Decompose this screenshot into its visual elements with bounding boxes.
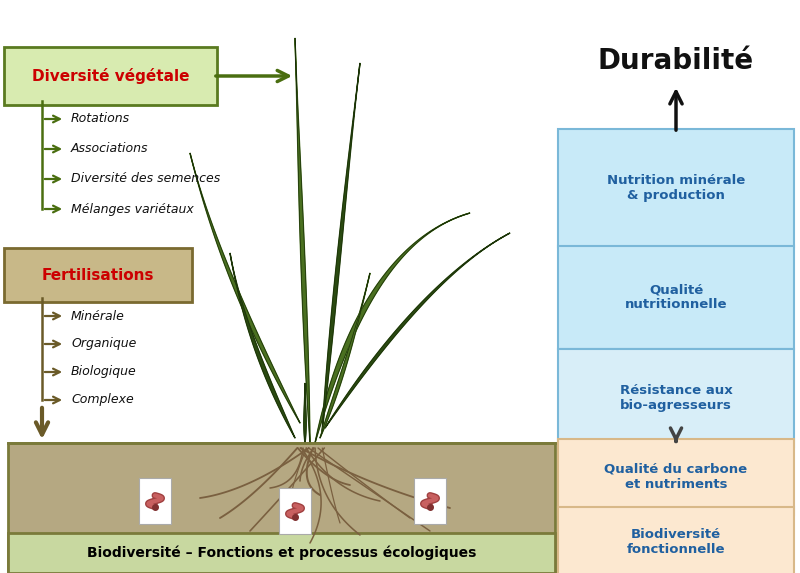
Text: Complexe: Complexe bbox=[71, 394, 134, 406]
Text: Organique: Organique bbox=[71, 337, 136, 351]
FancyBboxPatch shape bbox=[414, 478, 446, 524]
Polygon shape bbox=[190, 153, 300, 423]
Text: Qualité
nutritionnelle: Qualité nutritionnelle bbox=[625, 284, 727, 312]
Text: Associations: Associations bbox=[71, 143, 149, 155]
FancyBboxPatch shape bbox=[558, 129, 794, 247]
Text: Diversité des semences: Diversité des semences bbox=[71, 172, 220, 186]
Text: Biodiversité – Fonctions et processus écologiques: Biodiversité – Fonctions et processus éc… bbox=[87, 545, 476, 560]
Text: Nutrition minérale
& production: Nutrition minérale & production bbox=[607, 174, 745, 202]
Text: Résistance aux
bio-agresseurs: Résistance aux bio-agresseurs bbox=[620, 384, 732, 412]
Polygon shape bbox=[325, 233, 510, 428]
Text: Minérale: Minérale bbox=[71, 309, 125, 323]
FancyBboxPatch shape bbox=[279, 488, 311, 534]
FancyBboxPatch shape bbox=[4, 248, 192, 302]
FancyBboxPatch shape bbox=[4, 47, 217, 105]
FancyBboxPatch shape bbox=[8, 533, 555, 573]
FancyBboxPatch shape bbox=[139, 478, 171, 524]
Text: Durabilité: Durabilité bbox=[598, 47, 754, 75]
FancyBboxPatch shape bbox=[8, 443, 555, 573]
Text: Rotations: Rotations bbox=[71, 112, 130, 125]
Text: Fertilisations: Fertilisations bbox=[42, 268, 154, 282]
FancyBboxPatch shape bbox=[558, 507, 794, 573]
Polygon shape bbox=[315, 213, 470, 443]
Text: Qualité du carbone
et nutriments: Qualité du carbone et nutriments bbox=[605, 463, 747, 491]
Polygon shape bbox=[295, 38, 310, 443]
Text: Biodiversité
fonctionnelle: Biodiversité fonctionnelle bbox=[626, 528, 726, 556]
Text: Diversité végétale: Diversité végétale bbox=[32, 68, 190, 84]
Polygon shape bbox=[322, 63, 360, 433]
Text: Mélanges variétaux: Mélanges variétaux bbox=[71, 202, 194, 215]
Polygon shape bbox=[230, 253, 295, 438]
FancyBboxPatch shape bbox=[558, 349, 794, 447]
Text: Biologique: Biologique bbox=[71, 366, 137, 379]
FancyBboxPatch shape bbox=[558, 439, 794, 515]
Polygon shape bbox=[320, 273, 370, 438]
FancyBboxPatch shape bbox=[558, 246, 794, 349]
Polygon shape bbox=[304, 383, 306, 443]
